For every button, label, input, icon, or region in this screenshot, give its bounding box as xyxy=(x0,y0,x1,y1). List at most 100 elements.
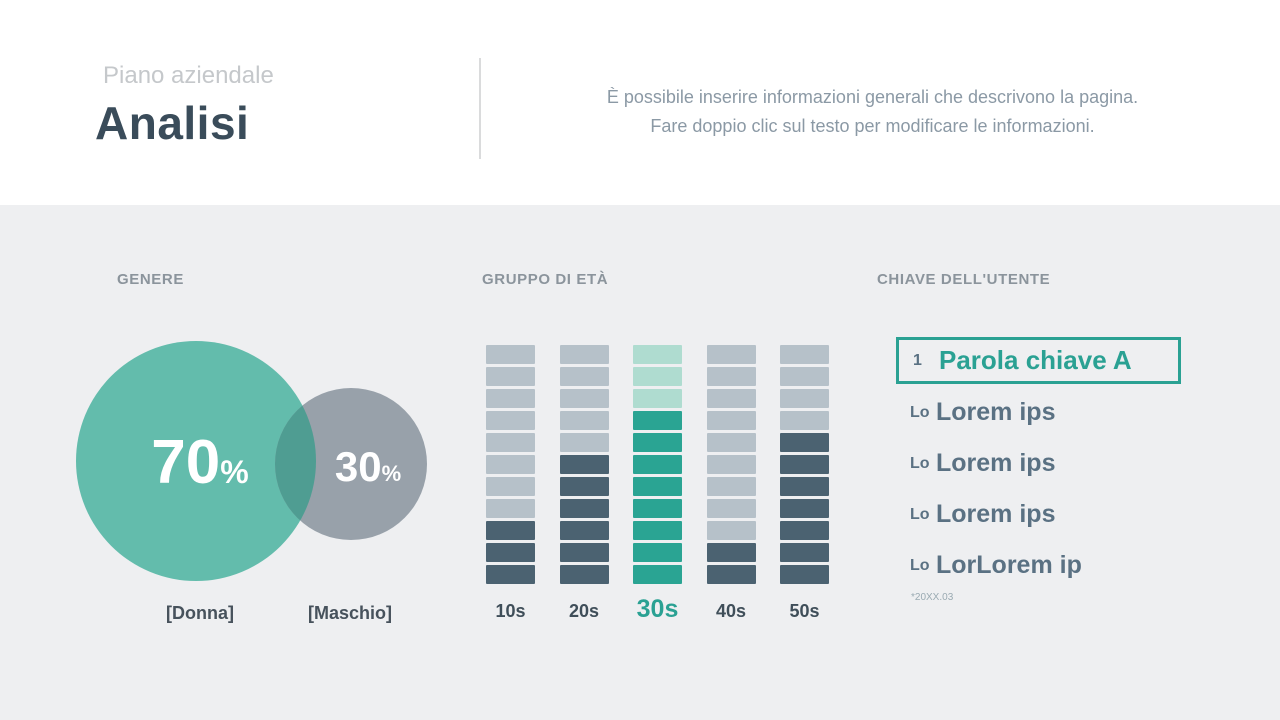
age-bar-segment xyxy=(780,455,829,474)
header-divider xyxy=(479,58,481,159)
female-circle xyxy=(76,341,316,581)
age-bar-label-20s[interactable]: 20s xyxy=(568,601,600,621)
age-bar-segment xyxy=(780,521,829,540)
age-bar-segment xyxy=(486,345,535,364)
keyword-list: 1 Parola chiave A Lo Lorem ips Lo Lorem ips Lo… xyxy=(896,337,1181,591)
age-bar-segment xyxy=(633,345,682,364)
age-bar-segment xyxy=(559,389,609,408)
keyword-item[interactable]: Lo Lorem ips xyxy=(896,489,1181,540)
age-bar-segment xyxy=(780,433,829,452)
page-title[interactable]: Analisi xyxy=(95,97,250,149)
keyword-text: Parola chiave A xyxy=(939,345,1132,375)
age-bar-column-40s xyxy=(706,345,756,584)
age-bar-segment xyxy=(486,499,535,518)
keyword-prefix: 1 xyxy=(913,351,922,369)
male-percentage-symbol: % xyxy=(381,461,402,486)
keywords-footnote: *20XX.03 xyxy=(911,592,954,603)
keyword-prefix: Lo xyxy=(910,403,930,421)
age-bar-segment xyxy=(706,477,756,496)
age-bar-segment xyxy=(559,543,609,562)
keywords-section-heading[interactable]: CHIAVE DELL'UTENTE xyxy=(877,271,1051,288)
age-bar-segment xyxy=(633,565,682,584)
age-bar-segment xyxy=(486,389,535,408)
age-bar-segment xyxy=(486,521,535,540)
slide-description[interactable]: È possibile inserire informazioni genera… xyxy=(565,83,1180,141)
age-bar-segment xyxy=(706,543,756,562)
age-bar-segment xyxy=(486,455,535,474)
age-bar-column-50s xyxy=(780,345,829,584)
age-bar-label-40s[interactable]: 40s xyxy=(715,601,747,621)
age-bar-segment xyxy=(780,389,829,408)
age-bar-segment xyxy=(633,543,682,562)
slide-description-line2: Fare doppio clic sul testo per modificar… xyxy=(650,116,1095,136)
slide-body: GENERE GRUPPO DI ETÀ CHIAVE DELL'UTENTE … xyxy=(0,205,1280,720)
age-bar-segment xyxy=(706,389,756,408)
age-bar-label-10s[interactable]: 10s xyxy=(495,601,526,621)
age-bar-segment xyxy=(486,433,535,452)
age-bar-segment xyxy=(486,543,535,562)
keyword-prefix: Lo xyxy=(910,454,930,472)
female-circle-label[interactable]: [Donna] xyxy=(166,603,234,623)
age-bar-segment xyxy=(706,565,756,584)
age-bar-segment xyxy=(780,411,829,430)
age-bar-segment xyxy=(706,499,756,518)
age-bar-segment xyxy=(559,367,609,386)
age-bar-column-30s xyxy=(633,345,682,584)
age-bar-segment xyxy=(706,367,756,386)
age-bar-segment xyxy=(706,433,756,452)
age-bar-segment xyxy=(559,565,609,584)
age-bar-segment xyxy=(633,367,682,386)
age-bar-segment xyxy=(486,477,535,496)
gender-section-heading[interactable]: GENERE xyxy=(117,271,184,288)
age-bar-segment xyxy=(486,565,535,584)
age-bar-label-50s[interactable]: 50s xyxy=(789,601,820,621)
age-bar-segment xyxy=(559,499,609,518)
age-bar-segment xyxy=(633,411,682,430)
age-bar-labels: 10s 20s 30s 40s 50s xyxy=(486,595,829,627)
slide-kicker[interactable]: Piano aziendale xyxy=(103,62,274,89)
age-bar-segment xyxy=(559,345,609,364)
age-bar-segment xyxy=(633,433,682,452)
keyword-item-highlighted[interactable]: 1 Parola chiave A xyxy=(896,337,1181,384)
gender-venn-chart xyxy=(76,341,427,581)
male-percentage: 30% xyxy=(298,443,438,491)
keyword-item[interactable]: Lo Lorem ips xyxy=(896,387,1181,438)
age-bar-label-30s[interactable]: 30s xyxy=(636,595,679,623)
age-bar-segment xyxy=(559,411,609,430)
age-bar-segment xyxy=(559,521,609,540)
age-bar-columns xyxy=(486,345,829,584)
female-percentage-value: 70 xyxy=(151,428,221,497)
keyword-item[interactable]: Lo Lorem ips xyxy=(896,438,1181,489)
age-bar-segment xyxy=(633,521,682,540)
age-bar-segment xyxy=(780,367,829,386)
female-percentage: 70% xyxy=(90,427,310,498)
age-bar-segment xyxy=(633,389,682,408)
age-bar-segment xyxy=(780,499,829,518)
male-circle-label[interactable]: [Maschio] xyxy=(307,603,392,623)
age-bar-segment xyxy=(486,367,535,386)
keyword-text: Lorem ips xyxy=(936,449,1056,477)
age-bar-segment xyxy=(706,521,756,540)
age-bar-segment xyxy=(559,455,609,474)
age-bar-segment xyxy=(780,345,829,364)
keyword-text: Lorem ips xyxy=(936,500,1056,528)
keyword-text: LorLorem ip xyxy=(936,551,1082,579)
keyword-text: Lorem ips xyxy=(936,398,1056,426)
age-section-heading[interactable]: GRUPPO DI ETÀ xyxy=(482,271,609,288)
keyword-prefix: Lo xyxy=(910,505,930,523)
age-bar-segment xyxy=(706,345,756,364)
age-bar-segment xyxy=(706,455,756,474)
age-bar-segment xyxy=(780,565,829,584)
age-bar-segment xyxy=(706,411,756,430)
age-bar-segment xyxy=(633,477,682,496)
keyword-item[interactable]: Lo LorLorem ip xyxy=(896,540,1181,591)
female-percentage-symbol: % xyxy=(220,454,249,490)
age-bar-segment xyxy=(486,411,535,430)
age-bar-segment xyxy=(633,499,682,518)
age-bar-column-20s xyxy=(559,345,609,584)
age-bar-column-10s xyxy=(486,345,535,584)
age-bar-segment xyxy=(559,477,609,496)
age-bar-segment xyxy=(559,433,609,452)
slide-description-line1: È possibile inserire informazioni genera… xyxy=(606,87,1139,107)
age-bar-segment xyxy=(780,543,829,562)
